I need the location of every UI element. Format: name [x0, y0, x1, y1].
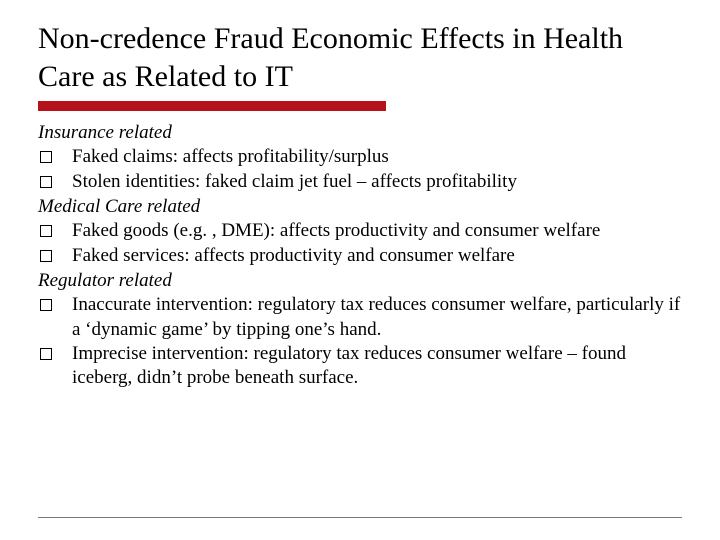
- bullet-text: Stolen identities: faked claim jet fuel …: [72, 170, 682, 194]
- footer-divider: [38, 517, 682, 518]
- square-bullet-icon: [40, 176, 52, 188]
- bullet-item: Inaccurate intervention: regulatory tax …: [38, 293, 682, 342]
- square-bullet-icon: [40, 225, 52, 237]
- bullet-text: Faked goods (e.g. , DME): affects produc…: [72, 219, 682, 243]
- square-bullet-icon: [40, 151, 52, 163]
- accent-bar: [38, 101, 386, 111]
- square-bullet-icon: [40, 250, 52, 262]
- bullet-text: Inaccurate intervention: regulatory tax …: [72, 293, 682, 342]
- bullet-item: Imprecise intervention: regulatory tax r…: [38, 342, 682, 391]
- section-heading-regulator: Regulator related: [38, 269, 682, 293]
- square-bullet-icon: [40, 348, 52, 360]
- bullet-text: Faked claims: affects profitability/surp…: [72, 145, 682, 169]
- bullet-item: Stolen identities: faked claim jet fuel …: [38, 170, 682, 194]
- square-bullet-icon: [40, 299, 52, 311]
- bullet-item: Faked claims: affects profitability/surp…: [38, 145, 682, 169]
- bullet-text: Imprecise intervention: regulatory tax r…: [72, 342, 682, 391]
- section-heading-insurance: Insurance related: [38, 121, 682, 145]
- bullet-item: Faked services: affects productivity and…: [38, 244, 682, 268]
- section-heading-medical: Medical Care related: [38, 195, 682, 219]
- slide-title: Non-credence Fraud Economic Effects in H…: [38, 20, 682, 95]
- bullet-text: Faked services: affects productivity and…: [72, 244, 682, 268]
- slide-body: Insurance related Faked claims: affects …: [38, 121, 682, 390]
- bullet-item: Faked goods (e.g. , DME): affects produc…: [38, 219, 682, 243]
